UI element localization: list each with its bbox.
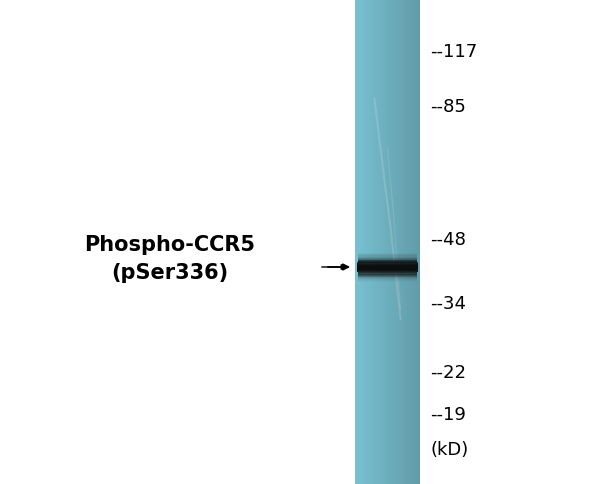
Bar bbox=[358, 273, 417, 274]
Bar bbox=[359, 254, 416, 255]
Bar bbox=[358, 276, 417, 277]
Bar bbox=[357, 269, 418, 270]
Text: --34: --34 bbox=[430, 294, 466, 312]
Bar bbox=[358, 265, 418, 266]
Bar bbox=[358, 272, 418, 273]
Bar bbox=[359, 254, 416, 255]
Bar bbox=[358, 279, 416, 280]
Bar bbox=[358, 272, 418, 273]
Bar bbox=[358, 255, 416, 256]
Bar bbox=[358, 259, 417, 260]
Bar bbox=[358, 257, 417, 258]
Bar bbox=[358, 262, 417, 263]
Bar bbox=[358, 280, 416, 281]
Bar bbox=[358, 262, 418, 263]
Bar bbox=[357, 267, 418, 268]
Bar bbox=[358, 264, 418, 265]
Bar bbox=[357, 268, 418, 269]
Bar bbox=[358, 257, 417, 258]
Bar bbox=[358, 258, 417, 259]
Bar bbox=[358, 270, 418, 271]
Text: --48: --48 bbox=[430, 230, 466, 248]
Bar bbox=[358, 260, 417, 261]
Text: --19: --19 bbox=[430, 405, 466, 423]
Bar bbox=[358, 271, 418, 272]
Bar bbox=[358, 261, 417, 262]
Bar bbox=[358, 278, 417, 279]
Bar bbox=[358, 262, 418, 263]
Bar bbox=[358, 273, 417, 274]
Bar bbox=[358, 255, 416, 256]
Bar bbox=[359, 281, 416, 282]
Text: --85: --85 bbox=[430, 98, 466, 116]
Bar bbox=[358, 255, 416, 256]
Text: Phospho-CCR5: Phospho-CCR5 bbox=[85, 235, 255, 255]
Bar bbox=[358, 279, 416, 280]
Bar bbox=[357, 269, 418, 270]
Bar bbox=[357, 266, 418, 267]
Bar bbox=[358, 276, 417, 277]
Bar bbox=[358, 278, 417, 279]
Bar bbox=[358, 263, 418, 264]
Bar bbox=[357, 268, 418, 269]
Bar bbox=[357, 267, 418, 268]
Bar bbox=[358, 280, 416, 281]
Bar bbox=[358, 257, 417, 258]
Bar bbox=[357, 266, 418, 267]
Bar bbox=[358, 261, 417, 262]
Bar bbox=[358, 270, 418, 271]
Bar bbox=[358, 263, 418, 264]
Bar bbox=[358, 280, 416, 281]
Bar bbox=[358, 259, 417, 260]
Bar bbox=[358, 277, 417, 278]
Bar bbox=[358, 270, 418, 271]
Bar bbox=[358, 260, 417, 261]
Bar bbox=[358, 265, 418, 266]
Text: --22: --22 bbox=[430, 363, 466, 381]
Bar bbox=[358, 265, 418, 266]
Bar bbox=[358, 258, 417, 259]
Bar bbox=[358, 272, 418, 273]
Text: (kD): (kD) bbox=[430, 440, 468, 458]
Bar bbox=[358, 264, 418, 265]
Bar bbox=[358, 256, 416, 257]
Bar bbox=[358, 277, 417, 278]
Bar bbox=[357, 266, 418, 267]
Bar bbox=[358, 274, 417, 275]
Bar bbox=[358, 256, 416, 257]
Bar bbox=[358, 275, 417, 276]
Bar bbox=[358, 256, 416, 257]
Bar bbox=[358, 271, 418, 272]
Bar bbox=[359, 281, 416, 282]
Bar bbox=[358, 276, 417, 277]
Bar bbox=[358, 274, 417, 275]
Bar bbox=[358, 275, 417, 276]
Text: --117: --117 bbox=[430, 43, 477, 61]
Text: (pSer336): (pSer336) bbox=[111, 262, 229, 283]
Bar bbox=[358, 261, 417, 262]
